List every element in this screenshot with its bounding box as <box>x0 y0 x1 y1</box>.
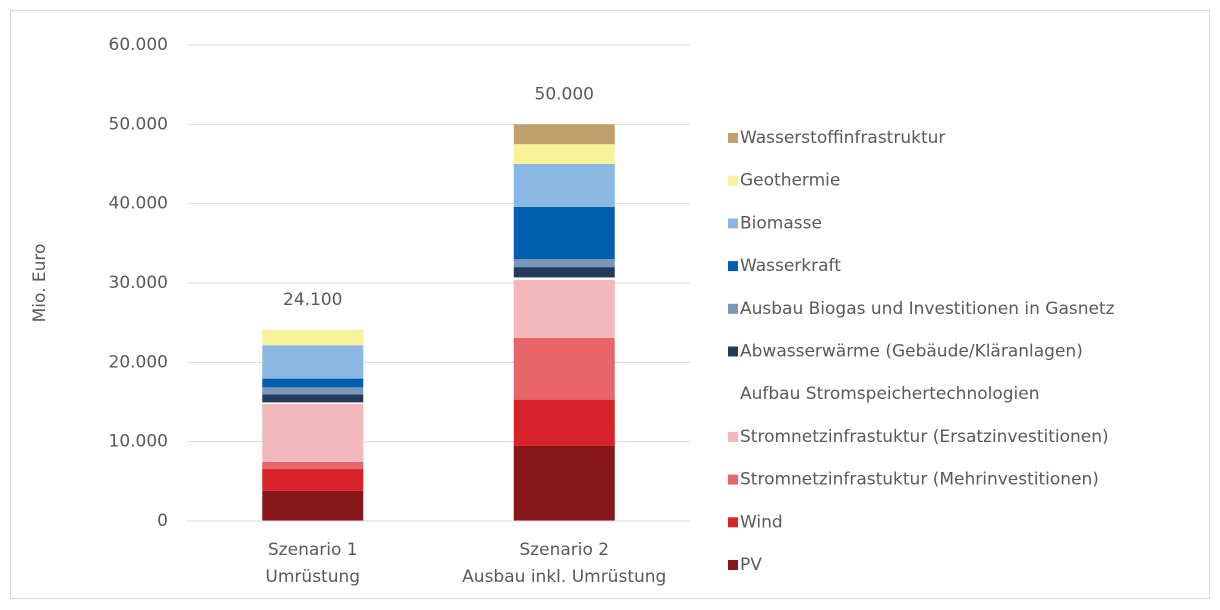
bar-segment <box>513 164 615 207</box>
bar-segment <box>513 206 615 260</box>
x-tick-label: Ausbau inkl. Umrüstung <box>462 567 666 587</box>
bar-segment <box>262 469 364 491</box>
x-tick-label: Szenario 2 <box>519 540 609 560</box>
bar-segment <box>513 124 615 145</box>
bar-segment <box>513 337 615 400</box>
legend-marker <box>728 303 738 314</box>
bar-segment <box>262 490 364 521</box>
bar-segment <box>262 345 364 379</box>
bar-segment <box>513 277 615 280</box>
bar-segment <box>513 267 615 278</box>
legend-marker <box>728 560 738 570</box>
legend-marker <box>728 474 738 485</box>
legend-label: Biomasse <box>740 213 822 233</box>
y-tick-label: 60.000 <box>109 35 168 55</box>
y-tick-label: 10.000 <box>109 432 168 452</box>
legend-label: Aufbau Stromspeichertechnologien <box>740 384 1040 404</box>
legend-marker <box>728 133 738 143</box>
legend-marker <box>728 218 738 229</box>
x-tick-label: Umrüstung <box>265 567 360 587</box>
bar-segment <box>262 403 364 462</box>
legend-label: Wasserkraft <box>740 256 841 276</box>
bar-segment <box>262 394 364 403</box>
y-tick-label: 30.000 <box>109 273 168 293</box>
bar-segment <box>513 445 615 521</box>
legend-marker <box>728 175 738 186</box>
bar-segment <box>513 279 615 338</box>
bar-segment <box>262 329 364 346</box>
legend-marker <box>728 517 738 528</box>
legend-label: Abwasserwärme (Gebäude/Kläranlagen) <box>740 342 1083 362</box>
y-tick-label: 50.000 <box>109 114 168 134</box>
legend-label: PV <box>740 555 762 575</box>
legend-label: Wind <box>740 512 783 532</box>
legend-marker <box>728 431 738 442</box>
x-tick-label: Szenario 1 <box>268 540 358 560</box>
legend-marker <box>728 346 738 357</box>
total-label: 50.000 <box>535 84 594 104</box>
bar-segment <box>262 378 364 388</box>
y-tick-label: 40.000 <box>109 194 168 214</box>
y-axis-label: Mio. Euro <box>30 244 50 323</box>
legend-label: Wasserstoffinfrastruktur <box>740 128 945 148</box>
bar-segment <box>513 259 615 268</box>
y-tick-label: 0 <box>157 511 168 531</box>
bar-segment <box>262 387 364 395</box>
bar-segment <box>262 402 364 404</box>
legend-label: Ausbau Biogas und Investitionen in Gasne… <box>740 299 1115 319</box>
legend-label: Stromnetzinfrastuktur (Ersatzinvestition… <box>740 427 1109 447</box>
bar-segment <box>513 144 615 164</box>
y-tick-label: 20.000 <box>109 352 168 372</box>
legend-marker <box>728 389 738 400</box>
total-label: 24.100 <box>283 290 342 310</box>
bar-segment <box>262 461 364 470</box>
legend-label: Geothermie <box>740 171 840 191</box>
bar-segment <box>513 399 615 446</box>
legend-label: Stromnetzinfrastuktur (Mehrinvestitionen… <box>740 470 1099 490</box>
legend-marker <box>728 261 738 272</box>
